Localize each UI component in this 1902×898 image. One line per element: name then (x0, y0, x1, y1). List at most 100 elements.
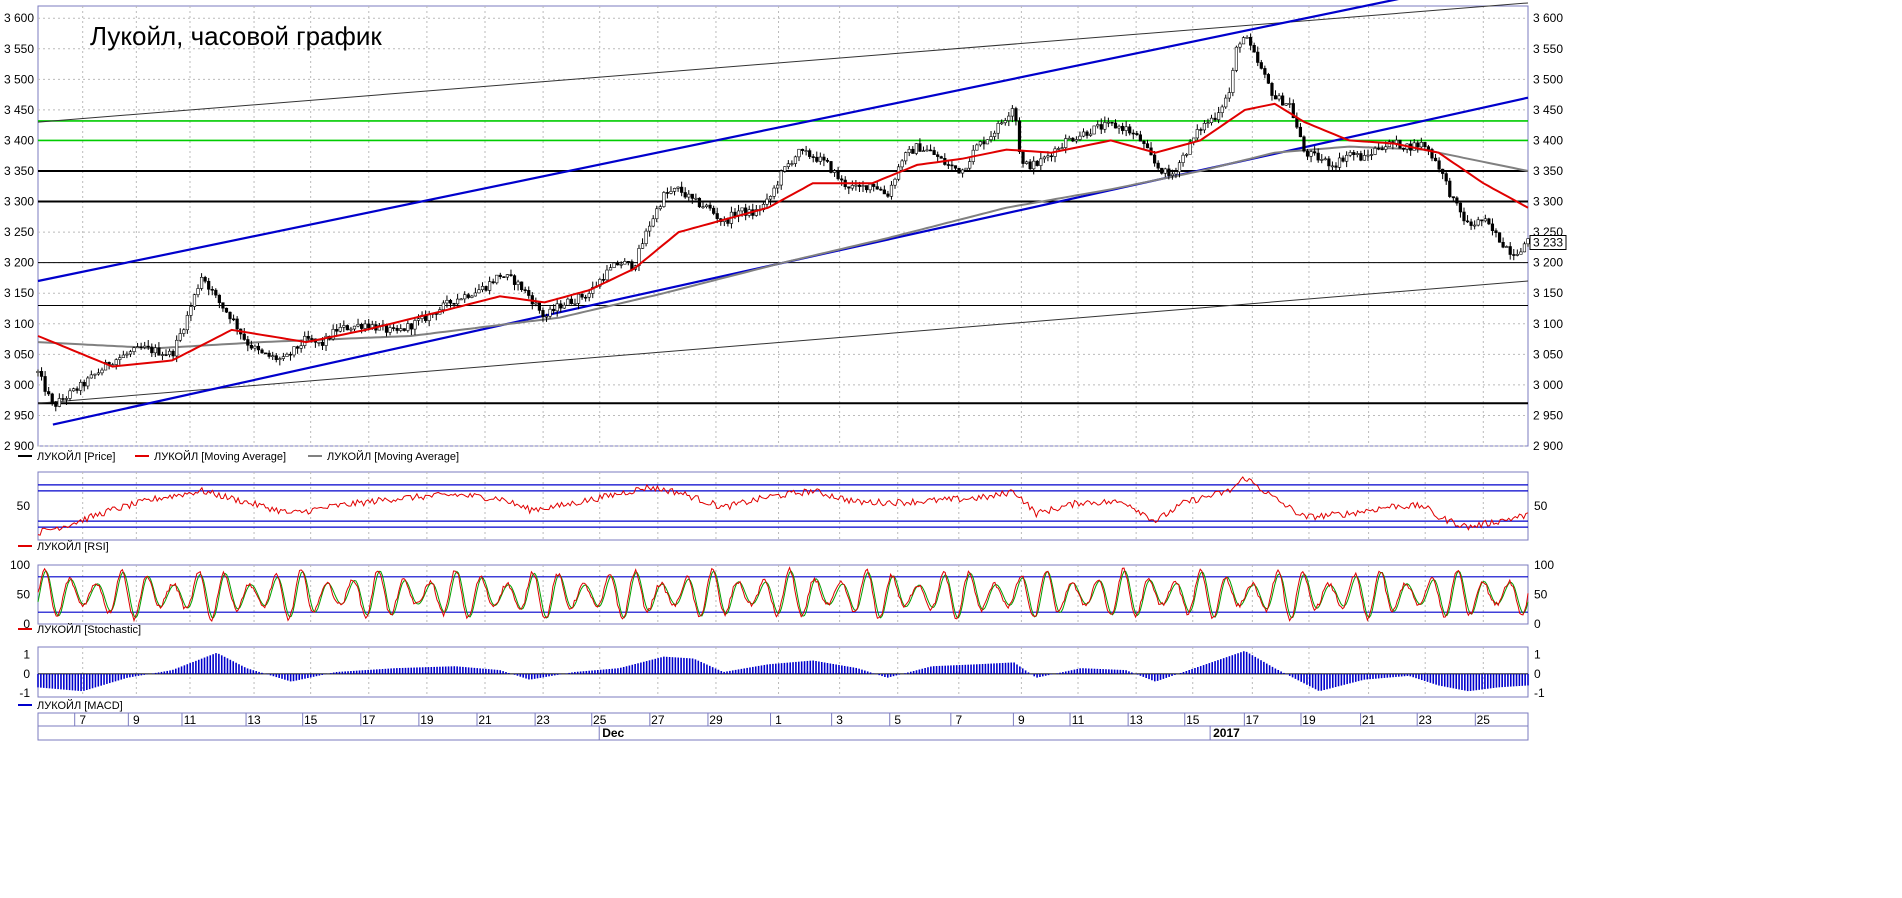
date-tick-label: 21 (478, 713, 492, 727)
candle-body (285, 353, 289, 357)
candle-body (182, 329, 186, 334)
date-tick-label: 27 (651, 713, 665, 727)
candle-body (740, 207, 744, 212)
candle-body (1032, 160, 1036, 170)
candle-body (470, 295, 474, 298)
candle-body (1263, 68, 1267, 75)
candle-body (495, 274, 499, 284)
price-panel: 2 900 2 900 2 950 2 950 3 000 3 000 3 050 3 050… (4, 0, 1567, 463)
date-tick-label: 25 (1477, 713, 1491, 727)
macd-tick-right: -1 (1534, 686, 1545, 700)
candle-body (811, 156, 815, 158)
price-tick-label-left: 3 050 (4, 347, 34, 361)
candle-body (818, 156, 822, 162)
candle-body (1458, 202, 1463, 213)
candle-body (793, 156, 798, 164)
candle-body (132, 347, 136, 352)
rsi-frame (37, 471, 1529, 541)
price-tick-label-right: 2 900 (1533, 439, 1563, 453)
stoch-tick-left: 0 (23, 617, 30, 631)
candle-body (43, 376, 47, 392)
candle-body (167, 350, 172, 356)
candle-body (47, 391, 51, 395)
candle-body (1327, 158, 1331, 167)
candle-body (196, 288, 200, 295)
date-tick-label: 25 (593, 713, 607, 727)
candle-body (1039, 158, 1043, 166)
candle-body (1384, 146, 1388, 150)
candle-body (512, 275, 517, 285)
candle-body (672, 188, 677, 192)
candle-body (523, 289, 527, 292)
candle-body (797, 148, 801, 158)
candle-body (726, 219, 730, 224)
candle-body (463, 294, 467, 300)
candle-body (1110, 121, 1114, 124)
candle-body (93, 373, 97, 376)
candle-body (1433, 157, 1438, 162)
rsi-panel: 50 50 ЛУКОЙЛ [RSI] (17, 471, 1548, 553)
candle-body (1241, 37, 1246, 45)
price-tick-label-left: 3 600 (4, 11, 34, 25)
candle-body (352, 325, 357, 330)
candle-body (1238, 43, 1242, 48)
candle-body (992, 132, 997, 137)
candle-body (306, 335, 310, 339)
candle-body (71, 388, 76, 392)
candle-body (75, 388, 79, 391)
candle-body (1153, 154, 1157, 164)
candle-body (228, 311, 232, 320)
candle-body (224, 307, 229, 313)
candle-body (178, 333, 182, 341)
candle-body (544, 315, 549, 318)
candle-body (1096, 124, 1100, 127)
candle-body (1185, 154, 1189, 156)
candle-body (1515, 253, 1519, 256)
candle-body (1465, 220, 1470, 223)
price-tick-label-right: 2 950 (1533, 408, 1563, 422)
candle-body (210, 288, 214, 291)
candle-body (1441, 168, 1445, 174)
candle-body (800, 148, 805, 151)
candle-body (1302, 136, 1306, 152)
candle-body (541, 310, 545, 318)
candle-body (612, 262, 616, 268)
candle-body (157, 347, 161, 356)
price-candles (36, 33, 1530, 412)
candle-body (360, 323, 364, 329)
candle-body (576, 293, 581, 304)
candle-body (946, 164, 950, 166)
candle-body (278, 358, 282, 360)
candle-body (1249, 37, 1253, 46)
candle-body (480, 286, 485, 291)
date-tick-label: 29 (709, 713, 723, 727)
candle-body (765, 198, 769, 205)
candle-body (1352, 152, 1356, 155)
candle-body (160, 354, 165, 356)
candle-body (882, 189, 886, 195)
stochastic-panel: 0 0 50 50 100 100 ЛУКОЙЛ [Stochastic] (10, 558, 1554, 636)
price-tick-label-left: 3 100 (4, 317, 34, 331)
candle-body (1416, 142, 1420, 148)
candle-body (669, 191, 673, 194)
candle-body (904, 152, 908, 162)
macd-tick-left: -1 (19, 686, 30, 700)
candle-body (648, 225, 652, 232)
last-price-label: 3 233 (1533, 236, 1563, 250)
candle-body (1188, 141, 1192, 155)
candle-body (409, 323, 413, 330)
date-tick-label: 23 (1419, 713, 1433, 727)
candle-body (473, 292, 477, 297)
candle-body (498, 274, 502, 277)
price-tick-label-right: 3 450 (1533, 103, 1563, 117)
candle-body (1035, 160, 1039, 166)
candle-body (253, 345, 257, 349)
candle-body (1345, 154, 1349, 162)
candle-body (86, 377, 90, 387)
candle-body (569, 298, 574, 304)
candle-body (1081, 131, 1086, 137)
candle-body (242, 333, 246, 340)
candle-body (601, 279, 606, 281)
candle-body (854, 184, 858, 187)
macd-tick-left: 0 (23, 667, 30, 681)
